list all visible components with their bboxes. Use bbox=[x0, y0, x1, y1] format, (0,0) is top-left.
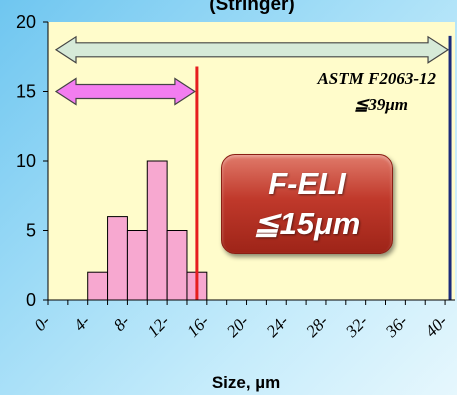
chart-title: (Stringer) bbox=[209, 0, 295, 15]
astm-label-line2: ≦39μm bbox=[354, 95, 408, 114]
astm-label-line1: ASTM F2063-12 bbox=[316, 69, 436, 88]
histogram-bars bbox=[87, 160, 208, 301]
range-arrow-1 bbox=[54, 77, 197, 106]
histogram-bar bbox=[146, 160, 168, 301]
x-tick-label: 28- bbox=[302, 311, 332, 341]
x-tick-label: 0- bbox=[30, 311, 54, 335]
y-tick-label: 15 bbox=[16, 82, 36, 102]
f-eli-limit: ≦15μm bbox=[253, 206, 361, 241]
x-tick-label: 16- bbox=[183, 311, 213, 341]
x-tick-label: 12- bbox=[143, 311, 173, 341]
x-tick-label: 36- bbox=[381, 311, 411, 341]
histogram-bar bbox=[107, 216, 128, 301]
x-axis-label: Size, µm bbox=[212, 373, 280, 392]
range-arrow-0 bbox=[54, 35, 450, 64]
threshold-lines bbox=[195, 35, 452, 300]
x-tick-label: 8- bbox=[110, 311, 134, 335]
y-tick-label: 5 bbox=[26, 221, 36, 241]
y-tick-label: 20 bbox=[16, 12, 36, 32]
histogram-bar bbox=[126, 230, 148, 301]
y-tick-label: 0 bbox=[26, 290, 36, 310]
axes bbox=[43, 21, 455, 305]
x-tick-label: 4- bbox=[70, 311, 94, 335]
range-arrows bbox=[54, 35, 450, 106]
y-tick-label: 10 bbox=[16, 151, 36, 171]
x-tick-label: 40- bbox=[421, 311, 451, 341]
y-tick-labels: 0 5 10 15 20 bbox=[16, 12, 36, 310]
x-tick-label: 20- bbox=[223, 311, 253, 341]
x-tick-labels: 0- 4- 8- 12- 16- 20- 24- 28- 32- 36- 40- bbox=[30, 311, 451, 341]
histogram-bar bbox=[87, 271, 109, 301]
f-eli-callout: F-ELI ≦15μm bbox=[221, 154, 393, 254]
histogram-bar bbox=[166, 230, 188, 301]
x-tick-label: 24- bbox=[263, 311, 293, 341]
f-eli-label: F-ELI bbox=[268, 166, 346, 201]
x-tick-label: 32- bbox=[341, 311, 371, 341]
